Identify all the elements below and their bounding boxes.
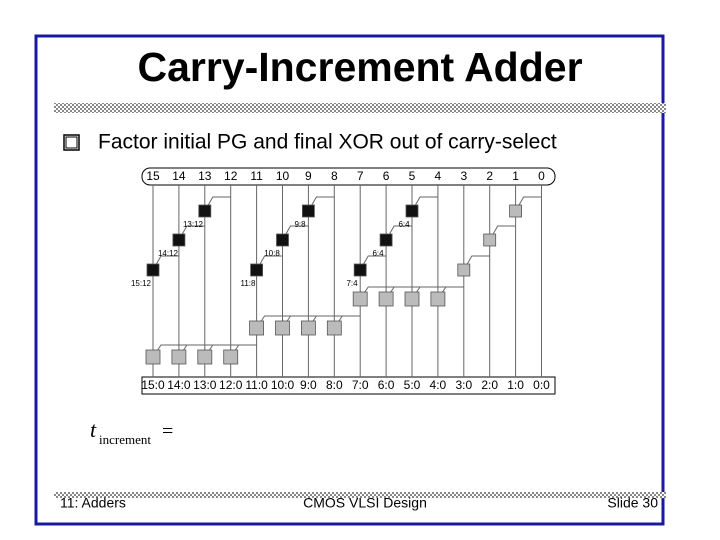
cell [276, 233, 289, 247]
bottom-label: 8:0 [326, 378, 343, 392]
cell [172, 233, 186, 247]
top-label: 14 [172, 169, 186, 183]
top-label: 13 [198, 169, 212, 183]
title: Carry-Increment Adder [137, 44, 582, 90]
cell [430, 291, 446, 307]
title-rule [54, 103, 666, 113]
footer-right: Slide 30 [607, 495, 658, 511]
bottom-label: 6:0 [378, 378, 395, 392]
formula-operator: = [162, 421, 173, 443]
top-label: 7 [357, 169, 364, 183]
top-label: 2 [486, 169, 493, 183]
bottom-label: 11:0 [245, 378, 268, 392]
top-label: 12 [224, 169, 238, 183]
cell [405, 204, 419, 218]
node-label: 11:8 [241, 279, 257, 288]
cell [300, 320, 316, 336]
node-label: 7:4 [346, 279, 358, 288]
cell [483, 233, 497, 247]
cell [197, 349, 213, 365]
bottom-label: 7:0 [352, 378, 369, 392]
footer-rule [54, 492, 666, 498]
top-label: 6 [383, 169, 390, 183]
cell [146, 263, 160, 277]
top-label: 4 [435, 169, 442, 183]
footer-left: 11: Adders [60, 495, 126, 511]
top-bus [141, 167, 556, 186]
carry-wire [385, 286, 464, 300]
bullet-icon-inner [65, 136, 78, 149]
top-label: 5 [409, 169, 416, 183]
bullet-icon [63, 134, 80, 151]
carry-wire [282, 315, 361, 329]
cell [198, 204, 212, 218]
top-label: 15 [146, 169, 160, 183]
node-label: 9:8 [294, 220, 306, 229]
cell [223, 349, 239, 365]
footer-center: CMOS VLSI Design [303, 495, 427, 511]
cell [250, 263, 264, 277]
cell [509, 204, 523, 218]
bottom-label: 3:0 [455, 378, 472, 392]
bottom-label: 13:0 [193, 378, 217, 392]
node-label: 15:12 [131, 279, 152, 288]
bottom-label: 15:0 [141, 378, 165, 392]
bottom-label: 12:0 [219, 378, 243, 392]
bottom-label: 5:0 [404, 378, 421, 392]
cell [379, 233, 393, 247]
top-label: 8 [331, 169, 338, 183]
cell [171, 349, 187, 365]
bottom-label: 4:0 [430, 378, 447, 392]
top-label: 11 [250, 169, 263, 183]
slide-border [34, 34, 665, 526]
cell [378, 291, 394, 307]
bottom-label: 10:0 [271, 378, 295, 392]
node-label: 14:12 [158, 249, 179, 258]
formula-subscript: increment [99, 432, 151, 447]
cell [404, 291, 420, 307]
bottom-label: 2:0 [481, 378, 498, 392]
bottom-label: 14:0 [167, 378, 191, 392]
bullet-text: Factor initial PG and final XOR out of c… [98, 131, 557, 154]
node-label: 13:12 [183, 220, 204, 229]
bottom-label: 1:0 [507, 378, 524, 392]
node-label: 6:4 [398, 220, 410, 229]
node-label: 6:4 [372, 249, 384, 258]
cell [352, 291, 368, 307]
top-label: 9 [305, 169, 312, 183]
cell [457, 263, 471, 277]
cell [353, 263, 367, 277]
cell [301, 204, 315, 218]
cell [249, 320, 265, 336]
top-label: 1 [512, 169, 519, 183]
top-label: 0 [538, 169, 545, 183]
cell [275, 320, 290, 336]
top-label: 10 [276, 169, 290, 183]
cell [145, 349, 161, 365]
bottom-label: 0:0 [533, 378, 550, 392]
bottom-bus [141, 376, 556, 395]
carry-wire [178, 344, 257, 358]
node-label: 10:8 [264, 249, 280, 258]
formula-symbol: t [90, 417, 97, 442]
cell [326, 320, 342, 336]
top-label: 3 [460, 169, 467, 183]
bottom-label: 9:0 [300, 378, 317, 392]
